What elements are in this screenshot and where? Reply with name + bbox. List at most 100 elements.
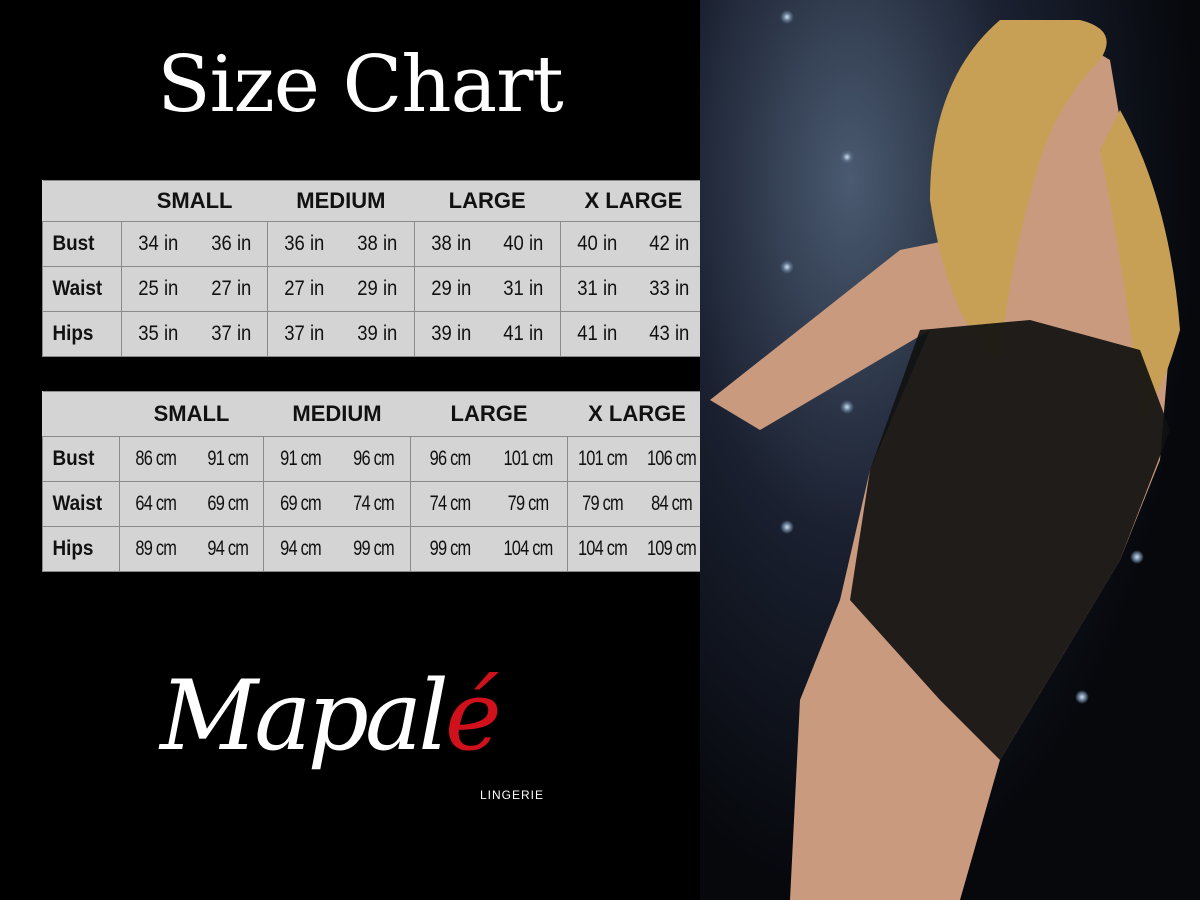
page-title: Size Chart <box>157 40 563 130</box>
size-range-cell: 89 cm 94 cm <box>119 526 264 572</box>
logo-tagline: LINGERIE <box>480 788 545 802</box>
size-range-cell: 29 in 31 in <box>413 266 561 312</box>
size-range-cell: 25 in 27 in <box>120 266 269 312</box>
min-value: 25 in <box>138 277 179 300</box>
max-value: 42 in <box>649 232 690 255</box>
min-value: 41 in <box>577 322 618 345</box>
size-range-cell: 36 in 38 in <box>267 221 415 267</box>
size-range-cell: 40 in 42 in <box>559 221 708 267</box>
size-header: LARGE <box>414 180 561 222</box>
header-row: SMALL MEDIUM LARGE X LARGE <box>42 391 707 437</box>
size-header: X LARGE <box>560 180 707 222</box>
min-value: 94 cm <box>280 537 321 560</box>
min-value: 40 in <box>577 232 618 255</box>
max-value: 33 in <box>649 277 690 300</box>
size-range-cell: 99 cm 104 cm <box>410 526 568 572</box>
corner-cell <box>42 391 120 437</box>
max-value: 31 in <box>503 277 544 300</box>
max-value: 79 cm <box>507 492 549 515</box>
table-row: Waist 25 in 27 in 27 in 29 in 29 in 31 in 31 in… <box>42 266 708 312</box>
size-range-cell: 104 cm 109 cm <box>567 526 707 572</box>
size-range-cell: 38 in 40 in <box>413 221 561 267</box>
model-silhouette <box>710 20 1180 900</box>
min-value: 69 cm <box>280 492 321 515</box>
size-range-cell: 91 cm 96 cm <box>263 436 411 482</box>
max-value: 109 cm <box>646 537 697 560</box>
logo-accent: é <box>444 660 502 772</box>
min-value: 101 cm <box>577 447 628 470</box>
min-value: 86 cm <box>135 447 177 470</box>
size-header: SMALL <box>121 180 268 222</box>
max-value: 74 cm <box>353 492 394 515</box>
min-value: 37 in <box>284 322 325 345</box>
size-header: SMALL <box>119 391 264 437</box>
size-range-cell: 79 cm 84 cm <box>567 481 707 527</box>
max-value: 91 cm <box>206 447 248 470</box>
model-photo <box>700 0 1200 900</box>
max-value: 40 in <box>503 232 544 255</box>
size-range-cell: 35 in 37 in <box>120 311 269 357</box>
table-row: Waist 64 cm 69 cm 69 cm 74 cm 74 cm 79 cm 79 cm… <box>42 481 707 527</box>
size-table-cm: SMALL MEDIUM LARGE X LARGE Bust 86 cm 91 c… <box>42 391 707 572</box>
size-range-cell: 64 cm 69 cm <box>119 481 264 527</box>
row-label: Bust <box>42 436 113 482</box>
size-header: MEDIUM <box>263 391 411 437</box>
min-value: 36 in <box>284 232 325 255</box>
size-table-inches: SMALL MEDIUM LARGE X LARGE Bust 34 in 36 i… <box>42 180 708 357</box>
table-row: Bust 86 cm 91 cm 91 cm 96 cm 96 cm 101 cm 101 c… <box>42 436 707 482</box>
max-value: 37 in <box>210 322 251 345</box>
size-range-cell: 69 cm 74 cm <box>263 481 411 527</box>
size-range-cell: 34 in 36 in <box>120 221 269 267</box>
size-range-cell: 27 in 29 in <box>267 266 415 312</box>
row-label: Waist <box>42 266 115 312</box>
size-header: X LARGE <box>567 391 707 437</box>
min-value: 96 cm <box>429 447 471 470</box>
min-value: 38 in <box>430 232 471 255</box>
row-label: Bust <box>42 221 115 267</box>
table-row: Hips 89 cm 94 cm 94 cm 99 cm 99 cm 104 cm 104 c… <box>42 526 707 572</box>
max-value: 43 in <box>649 322 690 345</box>
min-value: 104 cm <box>577 537 628 560</box>
max-value: 29 in <box>357 277 398 300</box>
min-value: 74 cm <box>429 492 471 515</box>
logo-text: Mapal <box>160 660 449 772</box>
min-value: 27 in <box>284 277 325 300</box>
max-value: 101 cm <box>503 447 553 470</box>
min-value: 79 cm <box>582 492 623 515</box>
max-value: 96 cm <box>353 447 394 470</box>
table-row: Hips 35 in 37 in 37 in 39 in 39 in 41 in 41 in 4… <box>42 311 708 357</box>
size-range-cell: 74 cm 79 cm <box>410 481 568 527</box>
max-value: 69 cm <box>206 492 248 515</box>
min-value: 29 in <box>430 277 471 300</box>
row-label: Hips <box>42 311 115 357</box>
size-range-cell: 41 in 43 in <box>559 311 708 357</box>
max-value: 36 in <box>210 232 251 255</box>
size-range-cell: 31 in 33 in <box>559 266 708 312</box>
max-value: 38 in <box>357 232 398 255</box>
size-header: LARGE <box>410 391 568 437</box>
max-value: 39 in <box>357 322 398 345</box>
corner-cell <box>42 180 122 222</box>
size-range-cell: 37 in 39 in <box>267 311 415 357</box>
row-label: Hips <box>42 526 113 572</box>
max-value: 104 cm <box>503 537 553 560</box>
header-row: SMALL MEDIUM LARGE X LARGE <box>42 180 707 222</box>
max-value: 94 cm <box>206 537 248 560</box>
max-value: 41 in <box>503 322 544 345</box>
max-value: 27 in <box>210 277 251 300</box>
min-value: 99 cm <box>429 537 471 560</box>
size-range-cell: 39 in 41 in <box>413 311 561 357</box>
min-value: 89 cm <box>135 537 177 560</box>
brand-logo: Mapalé LINGERIE <box>160 660 580 810</box>
max-value: 106 cm <box>646 447 697 470</box>
table-row: Bust 34 in 36 in 36 in 38 in 38 in 40 in 40 in 4… <box>42 221 708 267</box>
logo-wordmark: Mapalé <box>160 660 502 772</box>
row-label: Waist <box>42 481 113 527</box>
size-range-cell: 101 cm 106 cm <box>567 436 707 482</box>
min-value: 39 in <box>430 322 471 345</box>
size-range-cell: 94 cm 99 cm <box>263 526 411 572</box>
min-value: 34 in <box>138 232 179 255</box>
min-value: 35 in <box>138 322 179 345</box>
min-value: 31 in <box>577 277 618 300</box>
size-header: MEDIUM <box>267 180 414 222</box>
